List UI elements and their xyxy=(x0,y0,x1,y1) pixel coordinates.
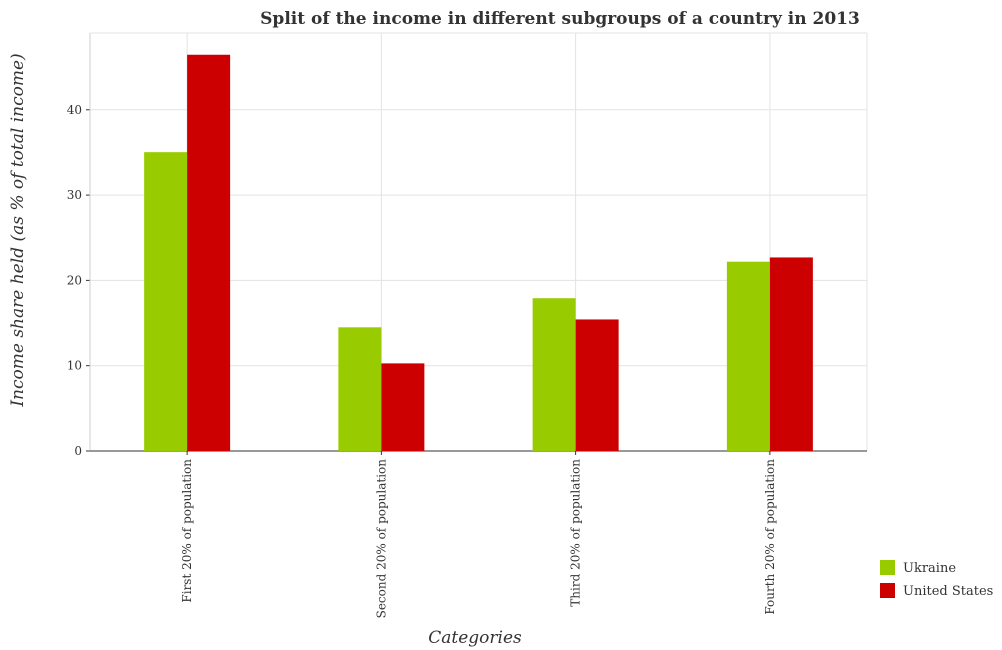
y-tick-label: 10 xyxy=(67,359,82,373)
bar-united-states xyxy=(381,363,425,451)
legend-swatch xyxy=(880,560,895,575)
legend: Ukraine United States xyxy=(880,560,993,599)
y-axis-label: Income share held (as % of total income) xyxy=(8,53,28,407)
bar-ukraine xyxy=(726,261,770,451)
y-tick-label: 40 xyxy=(67,103,82,117)
y-tick-label: 30 xyxy=(67,188,82,202)
tick-layer: 0 10 20 30 40 First 20% of population Second 2… xyxy=(67,103,777,619)
legend-label: United States xyxy=(903,584,993,599)
bar-united-states xyxy=(769,257,813,451)
bar-ukraine xyxy=(532,298,576,451)
legend-swatch xyxy=(880,583,895,598)
y-tick-label: 0 xyxy=(74,444,82,458)
x-tick-label: First 20% of population xyxy=(180,459,194,603)
bar-ukraine xyxy=(338,327,382,451)
bar-layer xyxy=(144,54,813,452)
legend-label: Ukraine xyxy=(903,561,956,576)
bar-ukraine xyxy=(144,152,188,451)
x-tick-label: Fourth 20% of population xyxy=(763,459,777,615)
x-tick-label: Second 20% of population xyxy=(374,459,388,619)
bar-united-states xyxy=(575,319,619,451)
y-tick-label: 20 xyxy=(67,273,82,287)
bar-united-states xyxy=(187,54,231,452)
x-tick-label: Third 20% of population xyxy=(569,459,583,607)
x-axis-label: Categories xyxy=(428,628,522,648)
chart-title: Split of the income in different subgrou… xyxy=(260,9,860,29)
